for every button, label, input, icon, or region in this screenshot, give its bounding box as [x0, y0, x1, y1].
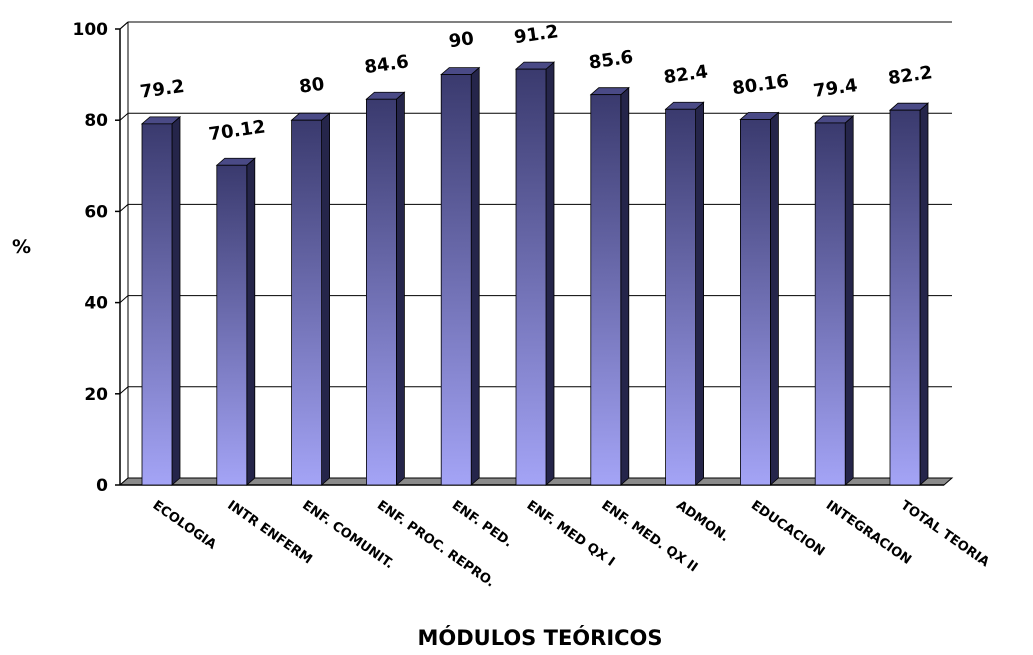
y-tick-label: 80 [84, 111, 108, 131]
bar-side [171, 115, 181, 486]
data-label: 82.2 [887, 62, 934, 89]
gridline-side [119, 112, 129, 121]
bar-side [395, 91, 405, 486]
data-label: 79.4 [812, 75, 859, 102]
bar [440, 66, 481, 486]
bar [215, 157, 256, 486]
data-label: 79.2 [139, 76, 186, 103]
bar-side [919, 102, 929, 486]
bar-front [216, 164, 248, 486]
bar-front [141, 123, 173, 486]
bar-front [889, 109, 921, 486]
bar-front [814, 122, 846, 486]
bar [664, 101, 705, 486]
side-wall-top-edge [119, 21, 129, 30]
y-tick-label: 40 [84, 294, 108, 314]
category-label: ECOLOGIA [150, 498, 219, 553]
y-axis-title: % [12, 236, 31, 258]
bar-front [440, 74, 472, 486]
bar-side [470, 66, 480, 486]
y-tick-label: 100 [73, 20, 109, 40]
bar [739, 111, 780, 486]
x-axis-title: MÓDULOS TEÓRICOS [417, 625, 662, 650]
bar [140, 115, 182, 486]
bar [814, 115, 855, 486]
category-label: ADMON. [673, 498, 731, 545]
data-label: 82.4 [662, 61, 709, 88]
bar-side [321, 112, 331, 486]
y-tick-label: 60 [84, 202, 108, 222]
gridline-side [119, 204, 129, 212]
data-label: 80.16 [731, 71, 790, 100]
bar-front [365, 98, 397, 486]
data-label: 84.6 [363, 51, 410, 78]
y-tick-label: 0 [96, 476, 108, 496]
bar-side [545, 61, 555, 486]
gridline-side [119, 295, 129, 303]
bar-front [740, 119, 771, 486]
bar-front [515, 68, 547, 486]
gridline-side [119, 386, 129, 395]
bar-side [620, 86, 630, 486]
data-label: 80 [298, 74, 326, 98]
y-tick-label: 20 [84, 385, 108, 405]
bar [290, 112, 331, 486]
data-label: 85.6 [588, 47, 635, 74]
bar-front [665, 108, 696, 486]
bar [888, 102, 930, 486]
bar [589, 86, 630, 486]
data-label: 90 [448, 28, 476, 52]
category-label: TOTAL TEORIA [898, 498, 992, 570]
category-label: EDUCACION [748, 498, 827, 560]
data-label: 91.2 [513, 21, 560, 48]
bar-side [844, 115, 854, 486]
data-label: 70.12 [207, 116, 266, 145]
bars [140, 61, 930, 486]
bar [514, 61, 556, 486]
bar [365, 91, 406, 486]
bar-side [770, 111, 779, 486]
category-label: ENF. PED. [449, 498, 515, 551]
bar-side [695, 101, 704, 486]
bar-front [590, 94, 622, 486]
bar-side [246, 157, 256, 486]
bar-front [291, 119, 323, 486]
